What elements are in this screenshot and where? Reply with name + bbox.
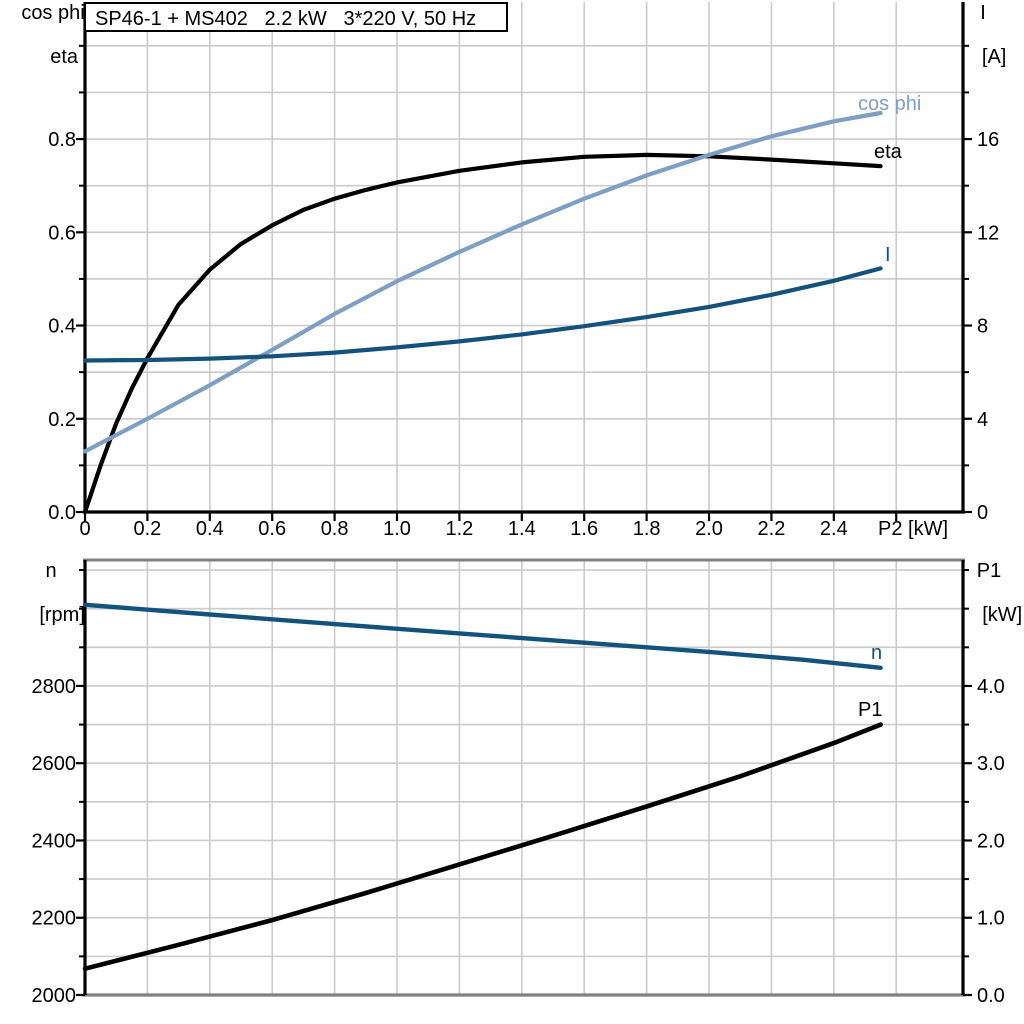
x-axis-tick-label: 0.8 [321, 518, 349, 540]
x-axis-tick-label: 2.0 [695, 518, 723, 540]
right-axis-tick-label: 12 [977, 222, 999, 244]
x-axis-tick-label: 2.2 [758, 518, 786, 540]
rpm-unit-label: [rpm] [39, 604, 85, 626]
x-axis-tick-label: 1.2 [446, 518, 474, 540]
cos-phi-curve-label: cos phi [858, 93, 921, 115]
x-axis-tick-label: 1.0 [383, 518, 411, 540]
right-axis-tick-label: 8 [977, 316, 988, 338]
x-axis-tick-label: 1.6 [570, 518, 598, 540]
left-axis-tick-label: 2000 [32, 985, 77, 1007]
x-axis-unit-label: P2 [kW] [878, 518, 948, 540]
left-axis-tick-label: 0.0 [48, 502, 76, 524]
right-axis-tick-label: 4 [977, 409, 988, 431]
x-axis-tick-label: 2.4 [820, 518, 848, 540]
x-axis-tick-label: 1.4 [508, 518, 536, 540]
chart-title-box: SP46-1 + MS402 2.2 kW 3*220 V, 50 Hz [84, 2, 508, 32]
n-curve [82, 602, 883, 670]
P1-curve-label: P1 [858, 699, 882, 721]
current-axis-label: I [980, 2, 986, 24]
n-curve-label: n [871, 642, 882, 664]
top-right-axis-unit: I [A] [955, 2, 1011, 68]
left-axis-tick-label: 2400 [32, 830, 77, 852]
left-axis-tick-label: 2800 [32, 676, 77, 698]
x-axis-tick-label: 0.4 [196, 518, 224, 540]
cos-phi-axis-label: cos phi [21, 2, 85, 24]
right-axis-tick-label: 16 [977, 129, 999, 151]
left-axis-tick-label: 0.8 [48, 129, 76, 151]
right-axis-tick-label: 4.0 [977, 676, 1005, 698]
ampere-unit-label: [A] [981, 46, 1007, 68]
I-curve-label: I [885, 244, 891, 266]
top-left-axis-unit: cos phi eta [10, 2, 96, 68]
p1-axis-label: P1 [976, 560, 1002, 582]
right-axis-tick-label: 0 [977, 502, 988, 524]
bottom-right-axis-unit: P1 [kW] [960, 560, 1022, 626]
eta-axis-label: eta [50, 46, 79, 68]
kw-unit-label: [kW] [982, 604, 1023, 626]
x-axis-tick-label: 1.8 [633, 518, 661, 540]
left-axis-tick-label: 0.4 [48, 316, 76, 338]
left-axis-tick-label: 2200 [32, 908, 77, 930]
eta-curve [82, 152, 883, 515]
right-axis-tick-label: 2.0 [977, 830, 1005, 852]
right-axis-tick-label: 1.0 [977, 908, 1005, 930]
eta-curve-label: eta [874, 141, 903, 163]
I-curve [82, 266, 883, 363]
right-axis-tick-label: 3.0 [977, 753, 1005, 775]
P1-curve [82, 722, 883, 972]
x-axis-tick-label: 0.2 [133, 518, 161, 540]
left-axis-tick-label: 0.6 [48, 222, 76, 244]
speed-axis-label: n [45, 560, 57, 582]
bottom-left-axis-unit: n [rpm] [8, 560, 94, 626]
x-axis-tick-label: 0.6 [258, 518, 286, 540]
cos-phi-curve [82, 110, 883, 454]
x-axis-tick-label: 0 [79, 518, 90, 540]
left-axis-tick-label: 0.2 [48, 409, 76, 431]
left-axis-tick-label: 2600 [32, 753, 77, 775]
right-axis-tick-label: 0.0 [977, 985, 1005, 1007]
